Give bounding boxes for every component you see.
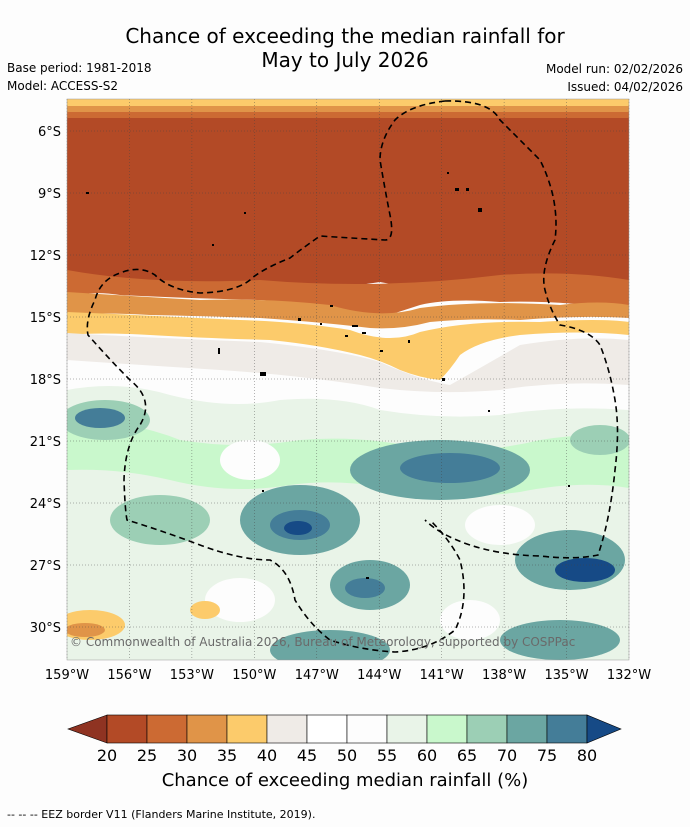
colorbar-tick: 30 bbox=[177, 746, 197, 765]
colorbar-segment bbox=[266, 714, 308, 744]
lon-label: 141°W bbox=[420, 668, 464, 683]
title-line-1: Chance of exceeding the median rainfall … bbox=[125, 24, 565, 48]
lat-label: 27°S bbox=[30, 559, 61, 574]
field-band bbox=[67, 112, 629, 120]
colorbar-tick: 35 bbox=[217, 746, 237, 765]
map-frame bbox=[66, 98, 630, 661]
field-patch bbox=[270, 630, 390, 660]
eez-borders bbox=[86, 100, 619, 653]
colorbar-segment bbox=[546, 714, 588, 744]
colorbar-tick: 80 bbox=[577, 746, 597, 765]
colorbar-tick: 70 bbox=[497, 746, 517, 765]
lon-label: 159°W bbox=[45, 668, 89, 683]
field-patch bbox=[555, 558, 615, 582]
copyright-notice: © Commonwealth of Australia 2026, Bureau… bbox=[70, 635, 575, 649]
field-band bbox=[67, 292, 629, 329]
colorbar-segment bbox=[226, 714, 268, 744]
colorbar-segment bbox=[306, 714, 348, 744]
field-patch bbox=[400, 453, 500, 483]
meta-left: Base period: 1981-2018 Model: ACCESS-S2 bbox=[7, 59, 152, 95]
field-patch bbox=[465, 505, 535, 545]
field-patch bbox=[110, 495, 210, 545]
field-patch bbox=[500, 620, 620, 660]
chart-title: Chance of exceeding the median rainfall … bbox=[0, 24, 690, 72]
colorbar-label: Chance of exceeding median rainfall (%) bbox=[161, 770, 529, 791]
colorbar-tick: 40 bbox=[257, 746, 277, 765]
lat-label: 24°S bbox=[30, 497, 61, 512]
lon-label: 156°W bbox=[107, 668, 151, 683]
colorbar-tick: 65 bbox=[457, 746, 477, 765]
meta-right: Model run: 02/02/2026 Issued: 04/02/2026 bbox=[546, 60, 683, 96]
lon-label: 135°W bbox=[544, 668, 588, 683]
field-patch bbox=[570, 425, 629, 455]
map-field bbox=[67, 99, 629, 660]
field-band bbox=[67, 270, 629, 318]
colorbar-tick: 75 bbox=[537, 746, 557, 765]
colorbar-tick: 60 bbox=[417, 746, 437, 765]
lat-label: 15°S bbox=[30, 311, 61, 326]
colorbar-segment bbox=[346, 714, 388, 744]
colorbar-tick: 50 bbox=[337, 746, 357, 765]
eez-legend: -- -- -- EEZ border V11 (Flanders Marine… bbox=[7, 808, 316, 821]
colorbar-extend-high bbox=[586, 714, 622, 744]
field-patch bbox=[284, 521, 312, 535]
lat-label: 18°S bbox=[30, 373, 61, 388]
axis-labels: 159°W 156°W 153°W 150°W 147°W 144°W 141°W 138°W… bbox=[30, 125, 652, 683]
colorbar-segment bbox=[506, 714, 548, 744]
lon-label: 144°W bbox=[357, 668, 401, 683]
field-band bbox=[67, 333, 629, 393]
field-band bbox=[67, 99, 629, 109]
colorbar-segment bbox=[106, 714, 148, 744]
colorbar-tick: 20 bbox=[97, 746, 117, 765]
lat-label: 9°S bbox=[38, 187, 61, 202]
colorbar-segment bbox=[186, 714, 228, 744]
colorbar: 20 25 30 35 40 45 50 55 60 65 70 75 80 bbox=[67, 714, 622, 765]
model-name: Model: ACCESS-S2 bbox=[7, 79, 119, 93]
colorbar-extend-low bbox=[67, 714, 108, 744]
lat-label: 12°S bbox=[30, 249, 61, 264]
colorbar-tick: 55 bbox=[377, 746, 397, 765]
field-patch bbox=[75, 408, 125, 428]
lat-label: 21°S bbox=[30, 435, 61, 450]
base-period: Base period: 1981-2018 bbox=[7, 61, 152, 75]
model-run: Model run: 02/02/2026 bbox=[545, 62, 683, 76]
colorbar-segment bbox=[466, 714, 508, 744]
lat-label: 30°S bbox=[30, 621, 61, 636]
lon-label: 147°W bbox=[295, 668, 339, 683]
field-patch bbox=[205, 578, 275, 622]
lon-label: 132°W bbox=[607, 668, 651, 683]
colorbar-tick: 45 bbox=[297, 746, 317, 765]
islands bbox=[86, 172, 570, 579]
lon-label: 138°W bbox=[482, 668, 526, 683]
colorbar-tick: 25 bbox=[137, 746, 157, 765]
colorbar-segment bbox=[146, 714, 188, 744]
lon-label: 153°W bbox=[170, 668, 214, 683]
field-band bbox=[67, 312, 629, 380]
lon-label: 150°W bbox=[232, 668, 276, 683]
field-patch bbox=[67, 623, 105, 637]
lat-label: 6°S bbox=[38, 125, 61, 140]
colorbar-segment bbox=[426, 714, 468, 744]
field-band bbox=[67, 106, 629, 114]
field-patch bbox=[345, 578, 385, 598]
issued-date: Issued: 04/02/2026 bbox=[567, 80, 683, 94]
colorbar-segment bbox=[386, 714, 428, 744]
title-line-2: May to July 2026 bbox=[261, 48, 429, 72]
field-patch bbox=[440, 600, 500, 640]
eez-border-west bbox=[86, 100, 465, 653]
field-patch bbox=[220, 440, 280, 480]
field-band bbox=[67, 118, 629, 291]
field-patch bbox=[190, 601, 220, 619]
